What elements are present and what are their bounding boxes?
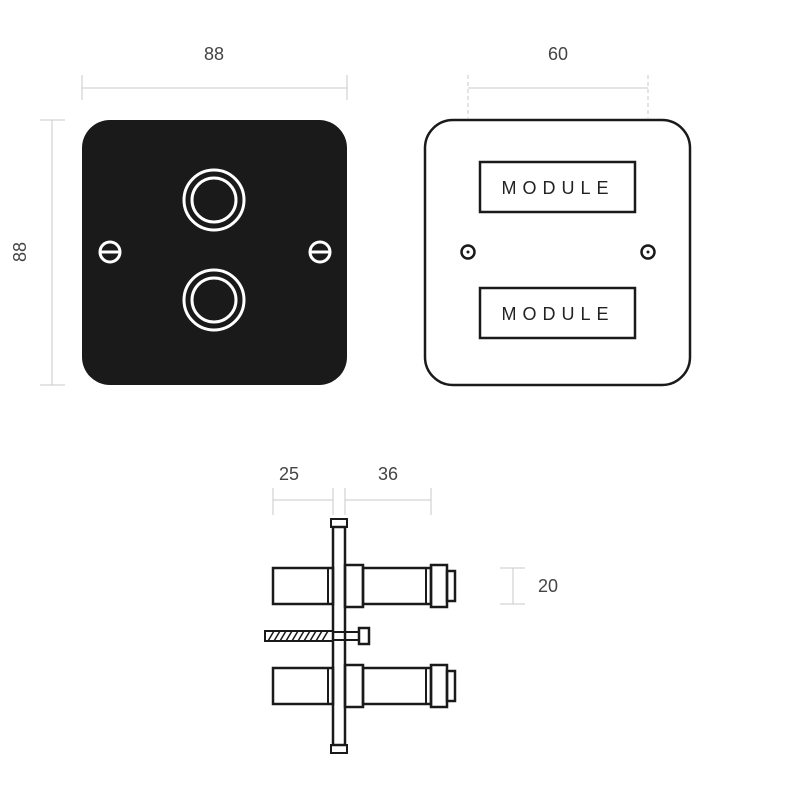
dim-label-height: 88 <box>10 242 30 262</box>
back-view: 60 MODULE MODULE <box>425 44 690 385</box>
dim-side-25: 25 <box>273 464 333 515</box>
dim-height-88: 88 <box>10 120 65 385</box>
side-bolt <box>265 628 369 644</box>
dim-label-back: 60 <box>548 44 568 64</box>
side-top-assembly <box>273 565 455 607</box>
front-plate <box>82 120 347 385</box>
side-view: 25 36 20 <box>265 464 558 753</box>
side-bottom-assembly <box>273 665 455 707</box>
bottom-back-barrel <box>273 668 333 704</box>
back-screw-right <box>642 246 655 259</box>
back-plate <box>425 120 690 385</box>
dim-side-36: 36 <box>345 464 431 515</box>
front-view: 88 88 <box>10 44 347 385</box>
side-plate <box>333 527 345 745</box>
module-label-top: MODULE <box>501 178 614 198</box>
module-label-bottom: MODULE <box>501 304 614 324</box>
back-screw-left <box>462 246 475 259</box>
top-back-barrel <box>273 568 333 604</box>
dim-label-36: 36 <box>378 464 398 484</box>
dim-label-20: 20 <box>538 576 558 596</box>
dim-side-20: 20 <box>500 568 558 604</box>
dim-label-25: 25 <box>279 464 299 484</box>
bottom-front-barrel <box>363 668 431 704</box>
dim-width-88: 88 <box>82 44 347 100</box>
dim-back-60: 60 <box>468 44 648 118</box>
dim-label-width: 88 <box>204 44 224 64</box>
top-front-barrel <box>363 568 431 604</box>
